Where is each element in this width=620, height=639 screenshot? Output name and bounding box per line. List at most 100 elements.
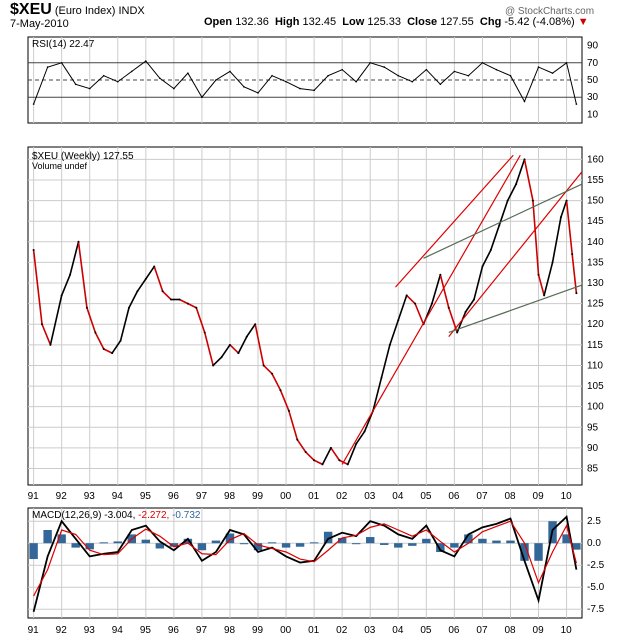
macd-x-tick-label: 97 [196,625,208,636]
change-label: Chg [479,16,502,28]
price-x-tick-label: 06 [448,491,460,502]
price-tick-label: 145 [587,216,604,227]
price-segment [506,183,517,201]
price-tick-label: 140 [587,237,604,248]
macd-x-tick-label: 95 [140,625,152,636]
price-point [559,216,562,219]
macd-x-tick-label: 02 [336,625,348,636]
rsi-point [187,72,189,74]
price-point [220,356,223,359]
price-point [481,265,484,268]
watermark: @ StockCharts.com [505,6,595,17]
price-x-tick-label: 93 [84,491,96,502]
rsi-tick-label: 90 [587,41,599,52]
macd-histogram-bar [436,543,445,552]
price-point [212,364,215,367]
price-segment [560,200,568,218]
macd-histogram-bar [464,534,473,544]
macd-histogram-bar [422,538,431,544]
price-segment [532,200,540,275]
price-segment [187,302,197,309]
price-segment [179,298,189,305]
price-segment [49,295,63,346]
price-tick-label: 95 [587,422,599,433]
price-segment [523,159,534,201]
price-point [102,347,105,350]
close-value: 127.55 [440,16,474,28]
price-x-tick-label: 01 [308,491,320,502]
price-point [313,459,316,462]
macd-histogram-bar [394,543,403,548]
price-point [271,372,274,375]
rsi-point [173,87,175,90]
price-segment [246,323,256,338]
chart-date: 7-May-2010 [10,18,69,30]
rsi-point [201,96,203,98]
price-segment [69,241,80,275]
macd-line [32,515,578,613]
price-x-tick-label: 97 [196,491,208,502]
price-point [565,199,568,202]
volume-legend: Volume undef [32,161,88,171]
rsi-point [481,62,484,64]
price-point [94,331,97,334]
trendline-green [423,183,583,259]
price-segment [128,290,139,309]
macd-x-tick-label: 07 [476,625,488,636]
rsi-point [467,74,470,77]
macd-histogram-bar [337,537,347,544]
price-tick-label: 150 [587,196,604,207]
macd-histogram-bar [225,533,235,544]
rsi-tick-label: 70 [587,58,599,69]
rsi-point [537,66,540,68]
price-segment [203,332,214,366]
price-point [111,352,114,355]
rsi-point [60,62,63,64]
macd-x-tick-label: 00 [280,625,292,636]
price-point [178,298,181,301]
price-segment [86,307,97,333]
price-tick-label: 160 [587,154,604,165]
price-segment [263,364,273,375]
rsi-point [102,74,105,77]
low-label: Low [342,16,365,28]
price-segment [551,216,562,263]
macd-histogram-bar [408,543,417,546]
price-segment [32,249,43,325]
price-point [170,298,173,301]
price-point [498,224,501,227]
price-tick-label: 125 [587,299,604,310]
price-segment [543,262,554,296]
macd-x-tick-label: 01 [308,625,320,636]
macd-legend-value: -0.732 [172,510,201,521]
change-value: -5.42 (-4.08%) [504,16,575,28]
macd-x-tick-label: 05 [420,625,432,636]
macd-histogram-bar [478,538,487,544]
open-value: 132.36 [235,16,269,28]
price-point [245,335,248,338]
price-x-tick-label: 07 [476,491,488,502]
signal-line [33,520,577,597]
macd-histogram-bar [492,540,501,544]
rsi-point [271,74,273,77]
price-segment [271,373,282,391]
macd-histogram-bar [267,542,277,544]
price-point [439,273,442,276]
high-value: 132.45 [302,16,337,28]
price-segment [195,307,206,333]
price-point [329,446,332,449]
price-x-tick-label: 03 [364,491,376,502]
rsi-point [46,66,49,68]
trendline-red [395,154,514,288]
rsi-point [509,74,512,77]
price-point [136,290,139,293]
macd-histogram-bar [309,542,319,544]
macd-x-tick-label: 91 [28,625,40,636]
rsi-point [355,80,357,83]
rsi-point [243,86,245,88]
macd-histogram-bar [506,540,515,544]
price-point [537,273,540,276]
price-x-tick-label: 09 [533,491,545,502]
price-segment [220,344,231,358]
price-segment [515,159,526,185]
